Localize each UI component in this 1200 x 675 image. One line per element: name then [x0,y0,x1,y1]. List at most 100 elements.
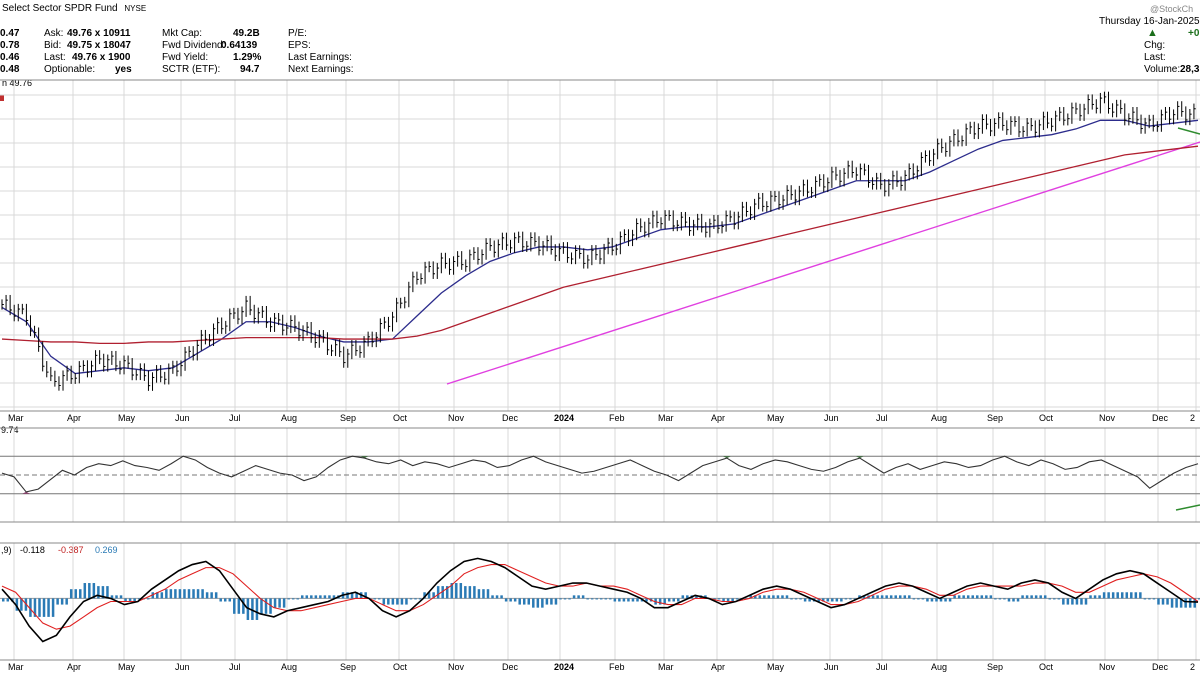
macd-histogram-bar [663,598,666,605]
macd-histogram-bar [33,598,37,617]
macd-histogram-bar [355,592,358,599]
macd-histogram-bar [233,598,236,614]
up-arrow-icon: ▲ [1147,27,1158,39]
macd-x-tick-nov: Nov [1099,662,1116,672]
macd-histogram-bar [935,598,938,602]
macd-histogram-bar [459,583,463,599]
macd-histogram-bar [382,598,386,605]
macd-histogram-bar [169,589,173,599]
macd-histogram-bar [1125,592,1129,599]
watermark: @StockCh [1150,4,1194,14]
macd-histogram-bar [1120,592,1124,599]
macd-histogram-bar [1116,592,1119,599]
macd-histogram-bar [1198,598,1200,600]
macd-histogram-bar [799,598,802,600]
macd-histogram-bar [423,592,426,599]
ask-label: Ask: [44,28,64,39]
macd-histogram-bar [554,598,558,605]
macd-histogram-bar [414,598,417,600]
macd-histogram-bar [627,598,630,602]
macd-histogram-bar [228,598,232,602]
macd-histogram-bar [47,598,50,617]
macd-histogram-bar [541,598,544,608]
macd-histogram-bar [645,598,648,602]
macd-histogram-bar [1084,598,1088,605]
macd-x-tick-jun: Jun [175,662,190,672]
macd-histogram-bar [559,598,562,600]
trendline [446,141,1200,385]
macd-x-tick-mar: Mar [8,662,24,672]
bid-label: Bid: [44,40,62,51]
macd-histogram-bar [20,598,23,611]
macd-histogram-bar [722,598,725,602]
macd-histogram-bar [586,598,589,600]
macd-histogram-bar [1107,592,1110,599]
green-support-line [1177,127,1200,135]
last2-label: Last: [1144,52,1166,63]
macd-histogram-bar [246,598,250,620]
macd-histogram-bar [785,595,789,599]
macd-histogram-bar [178,589,182,599]
macd-x-tick-mar: Mar [658,662,674,672]
macd-histogram-bar [119,595,123,599]
last-label: Last: [44,52,66,63]
macd-histogram-bar [763,595,766,599]
macd-histogram-bar [264,598,268,614]
macd-histogram-bar [42,598,46,617]
macd-histogram-bar [903,595,907,599]
macd-histogram-bar [862,595,866,599]
macd-histogram-bar [396,598,399,605]
macd-histogram-bar [876,595,879,599]
macd-histogram-bar [772,595,775,599]
macd-histogram-bar [1102,592,1106,599]
price-x-tick-oct: Oct [393,413,408,423]
macd-histogram-bar [1152,598,1156,600]
macd-histogram-bar [74,589,77,599]
price-x-tick-feb: Feb [609,413,625,423]
macd-histogram-bar [1098,595,1101,599]
macd-histogram-bar [328,595,331,599]
macd-histogram-bar [65,598,68,605]
macd-histogram-bar [681,595,685,599]
price-x-tick-2024: 2024 [554,413,574,423]
macd-histogram-bar [930,598,934,602]
rsi-oversold-fill [22,491,31,494]
macd-histogram-bar [1075,598,1079,605]
macd-histogram-bar [840,598,843,602]
macd-histogram-bar [319,595,322,599]
quote-col0-2: 0.46 [0,52,20,63]
macd-histogram-bar [939,598,943,602]
macd-histogram-bar [917,598,920,600]
rsi-line [1,455,1199,493]
macd-x-tick-may: May [118,662,136,672]
macd-x-tick-2024: 2024 [554,662,574,672]
macd-histogram-bar [926,598,929,602]
macd-histogram-bar [187,589,191,599]
macd-histogram-bar [455,583,458,599]
fwdyield-value: 1.29% [233,52,262,63]
macd-histogram-bar [97,586,100,599]
price-x-tick-dec: Dec [502,413,519,423]
quote-col0-0: 0.47 [0,28,20,39]
optionable-value: yes [115,64,132,75]
macd-histogram-bar [409,598,413,600]
macd-histogram-bar [808,598,811,602]
macd-histogram-bar [1066,598,1070,605]
macd-histogram-bar [844,598,848,600]
price-x-tick-mar: Mar [8,413,24,423]
macd-histogram-bar [156,592,159,599]
macd-histogram-bar [912,598,916,600]
macd-histogram-bar [885,595,888,599]
macd-histogram-bar [781,595,784,599]
macd-x-tick-jul: Jul [229,662,241,672]
macd-histogram-bar [563,598,567,600]
price-x-tick-sep: Sep [340,413,356,423]
rsi-overbought-fill [855,456,864,459]
macd-histogram-bar [667,598,671,602]
macd-histogram-bar [1071,598,1074,605]
price-x-tick-nov: Nov [1099,413,1116,423]
last-earnings-label: Last Earnings: [288,52,352,63]
mktcap-value: 49.2B [233,28,260,39]
macd-histogram-bar [572,595,576,599]
macd-histogram-bar [899,595,902,599]
